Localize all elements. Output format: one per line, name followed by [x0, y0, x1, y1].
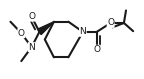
Text: O: O	[18, 29, 25, 38]
Text: N: N	[79, 27, 86, 36]
Text: N: N	[28, 43, 35, 52]
Text: O: O	[107, 18, 114, 27]
Text: O: O	[93, 45, 100, 54]
Polygon shape	[38, 22, 54, 35]
Text: O: O	[28, 12, 35, 21]
